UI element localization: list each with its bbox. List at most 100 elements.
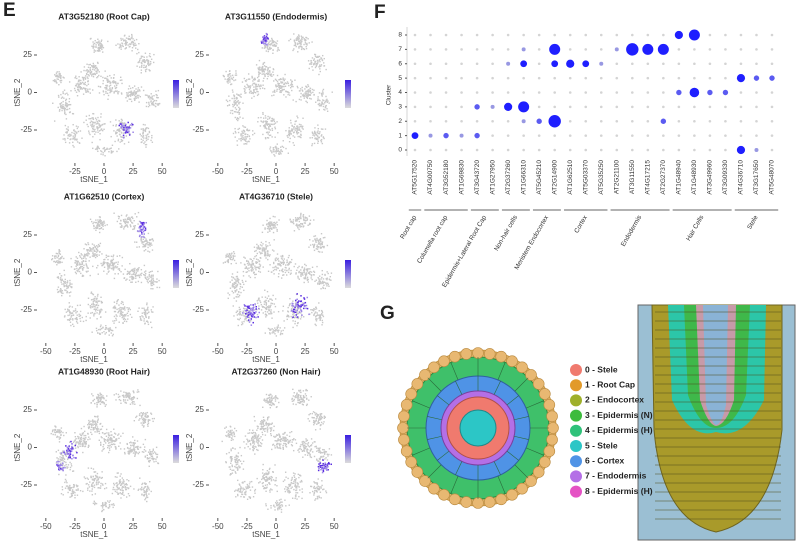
cell	[124, 222, 125, 223]
cell	[73, 470, 74, 471]
cell	[269, 242, 270, 243]
cell	[124, 402, 125, 403]
cell	[67, 485, 68, 486]
cell	[118, 140, 119, 141]
cell	[116, 85, 117, 86]
cell	[99, 228, 100, 229]
cell	[256, 258, 257, 259]
cell	[317, 100, 318, 101]
cell	[56, 78, 57, 79]
cell	[56, 82, 57, 83]
cell	[273, 68, 274, 69]
cell	[321, 128, 322, 129]
cell	[296, 46, 297, 47]
cell	[313, 219, 314, 220]
expressing-cell	[127, 130, 129, 132]
cell	[114, 316, 115, 317]
cell	[156, 447, 157, 448]
cell	[112, 320, 113, 321]
cell	[260, 117, 261, 118]
cell	[264, 249, 265, 250]
cell	[243, 271, 244, 272]
cell	[117, 264, 118, 265]
cell	[71, 313, 72, 314]
cell	[99, 393, 100, 394]
cell	[112, 440, 113, 441]
cell	[124, 308, 125, 309]
cell	[312, 240, 313, 241]
cell	[77, 83, 78, 84]
cell	[125, 42, 126, 43]
cell	[121, 141, 122, 142]
cell	[533, 378, 544, 389]
cell	[484, 497, 495, 508]
expressing-cell	[250, 308, 252, 310]
cell	[301, 226, 302, 227]
cell	[141, 86, 142, 87]
cell	[248, 130, 249, 131]
cell	[120, 448, 121, 449]
cell	[96, 119, 97, 120]
cell	[144, 309, 145, 310]
cell	[58, 458, 59, 459]
cell	[294, 136, 295, 137]
cell	[113, 78, 114, 79]
cell	[316, 315, 317, 316]
cell	[239, 295, 240, 296]
cell	[320, 278, 321, 279]
cell	[257, 253, 258, 254]
cell	[313, 236, 314, 237]
cell	[146, 106, 147, 107]
cell	[141, 69, 142, 70]
cell	[287, 319, 288, 320]
cell	[147, 63, 148, 64]
cell	[302, 302, 303, 303]
cell	[267, 228, 268, 229]
cell	[145, 130, 146, 131]
cell	[262, 67, 263, 68]
cell	[78, 252, 79, 253]
cell	[323, 109, 324, 110]
cell	[285, 148, 286, 149]
cell	[115, 45, 116, 46]
cell	[87, 424, 88, 425]
cell	[146, 102, 147, 103]
cell	[87, 255, 88, 256]
cell	[309, 88, 310, 89]
cell	[241, 321, 242, 322]
cell	[310, 90, 311, 91]
cell	[101, 302, 102, 303]
cell	[253, 83, 254, 84]
cell	[120, 226, 121, 227]
cell	[305, 275, 306, 276]
cell	[117, 221, 118, 222]
cell	[285, 96, 286, 97]
cell	[276, 121, 277, 122]
cell	[245, 317, 246, 318]
cell	[263, 306, 264, 307]
cell	[107, 262, 108, 263]
cell	[65, 474, 66, 475]
cell	[262, 247, 263, 248]
expressing-cell	[292, 317, 294, 319]
expressing-cell	[141, 234, 143, 236]
cell	[102, 124, 103, 125]
cell	[277, 40, 278, 41]
cell	[313, 310, 314, 311]
cell	[135, 453, 136, 454]
cell	[70, 319, 71, 320]
cell	[280, 92, 281, 93]
cell	[226, 100, 227, 101]
expressing-cell	[144, 230, 146, 232]
cell	[233, 277, 234, 278]
cell	[96, 398, 97, 399]
cell	[278, 267, 279, 268]
cell	[268, 126, 269, 127]
cell	[326, 99, 327, 100]
cell	[96, 77, 97, 78]
expressing-cell	[259, 312, 261, 314]
cell	[120, 141, 121, 142]
cell	[142, 136, 143, 137]
cell	[321, 242, 322, 243]
cell	[90, 64, 91, 65]
